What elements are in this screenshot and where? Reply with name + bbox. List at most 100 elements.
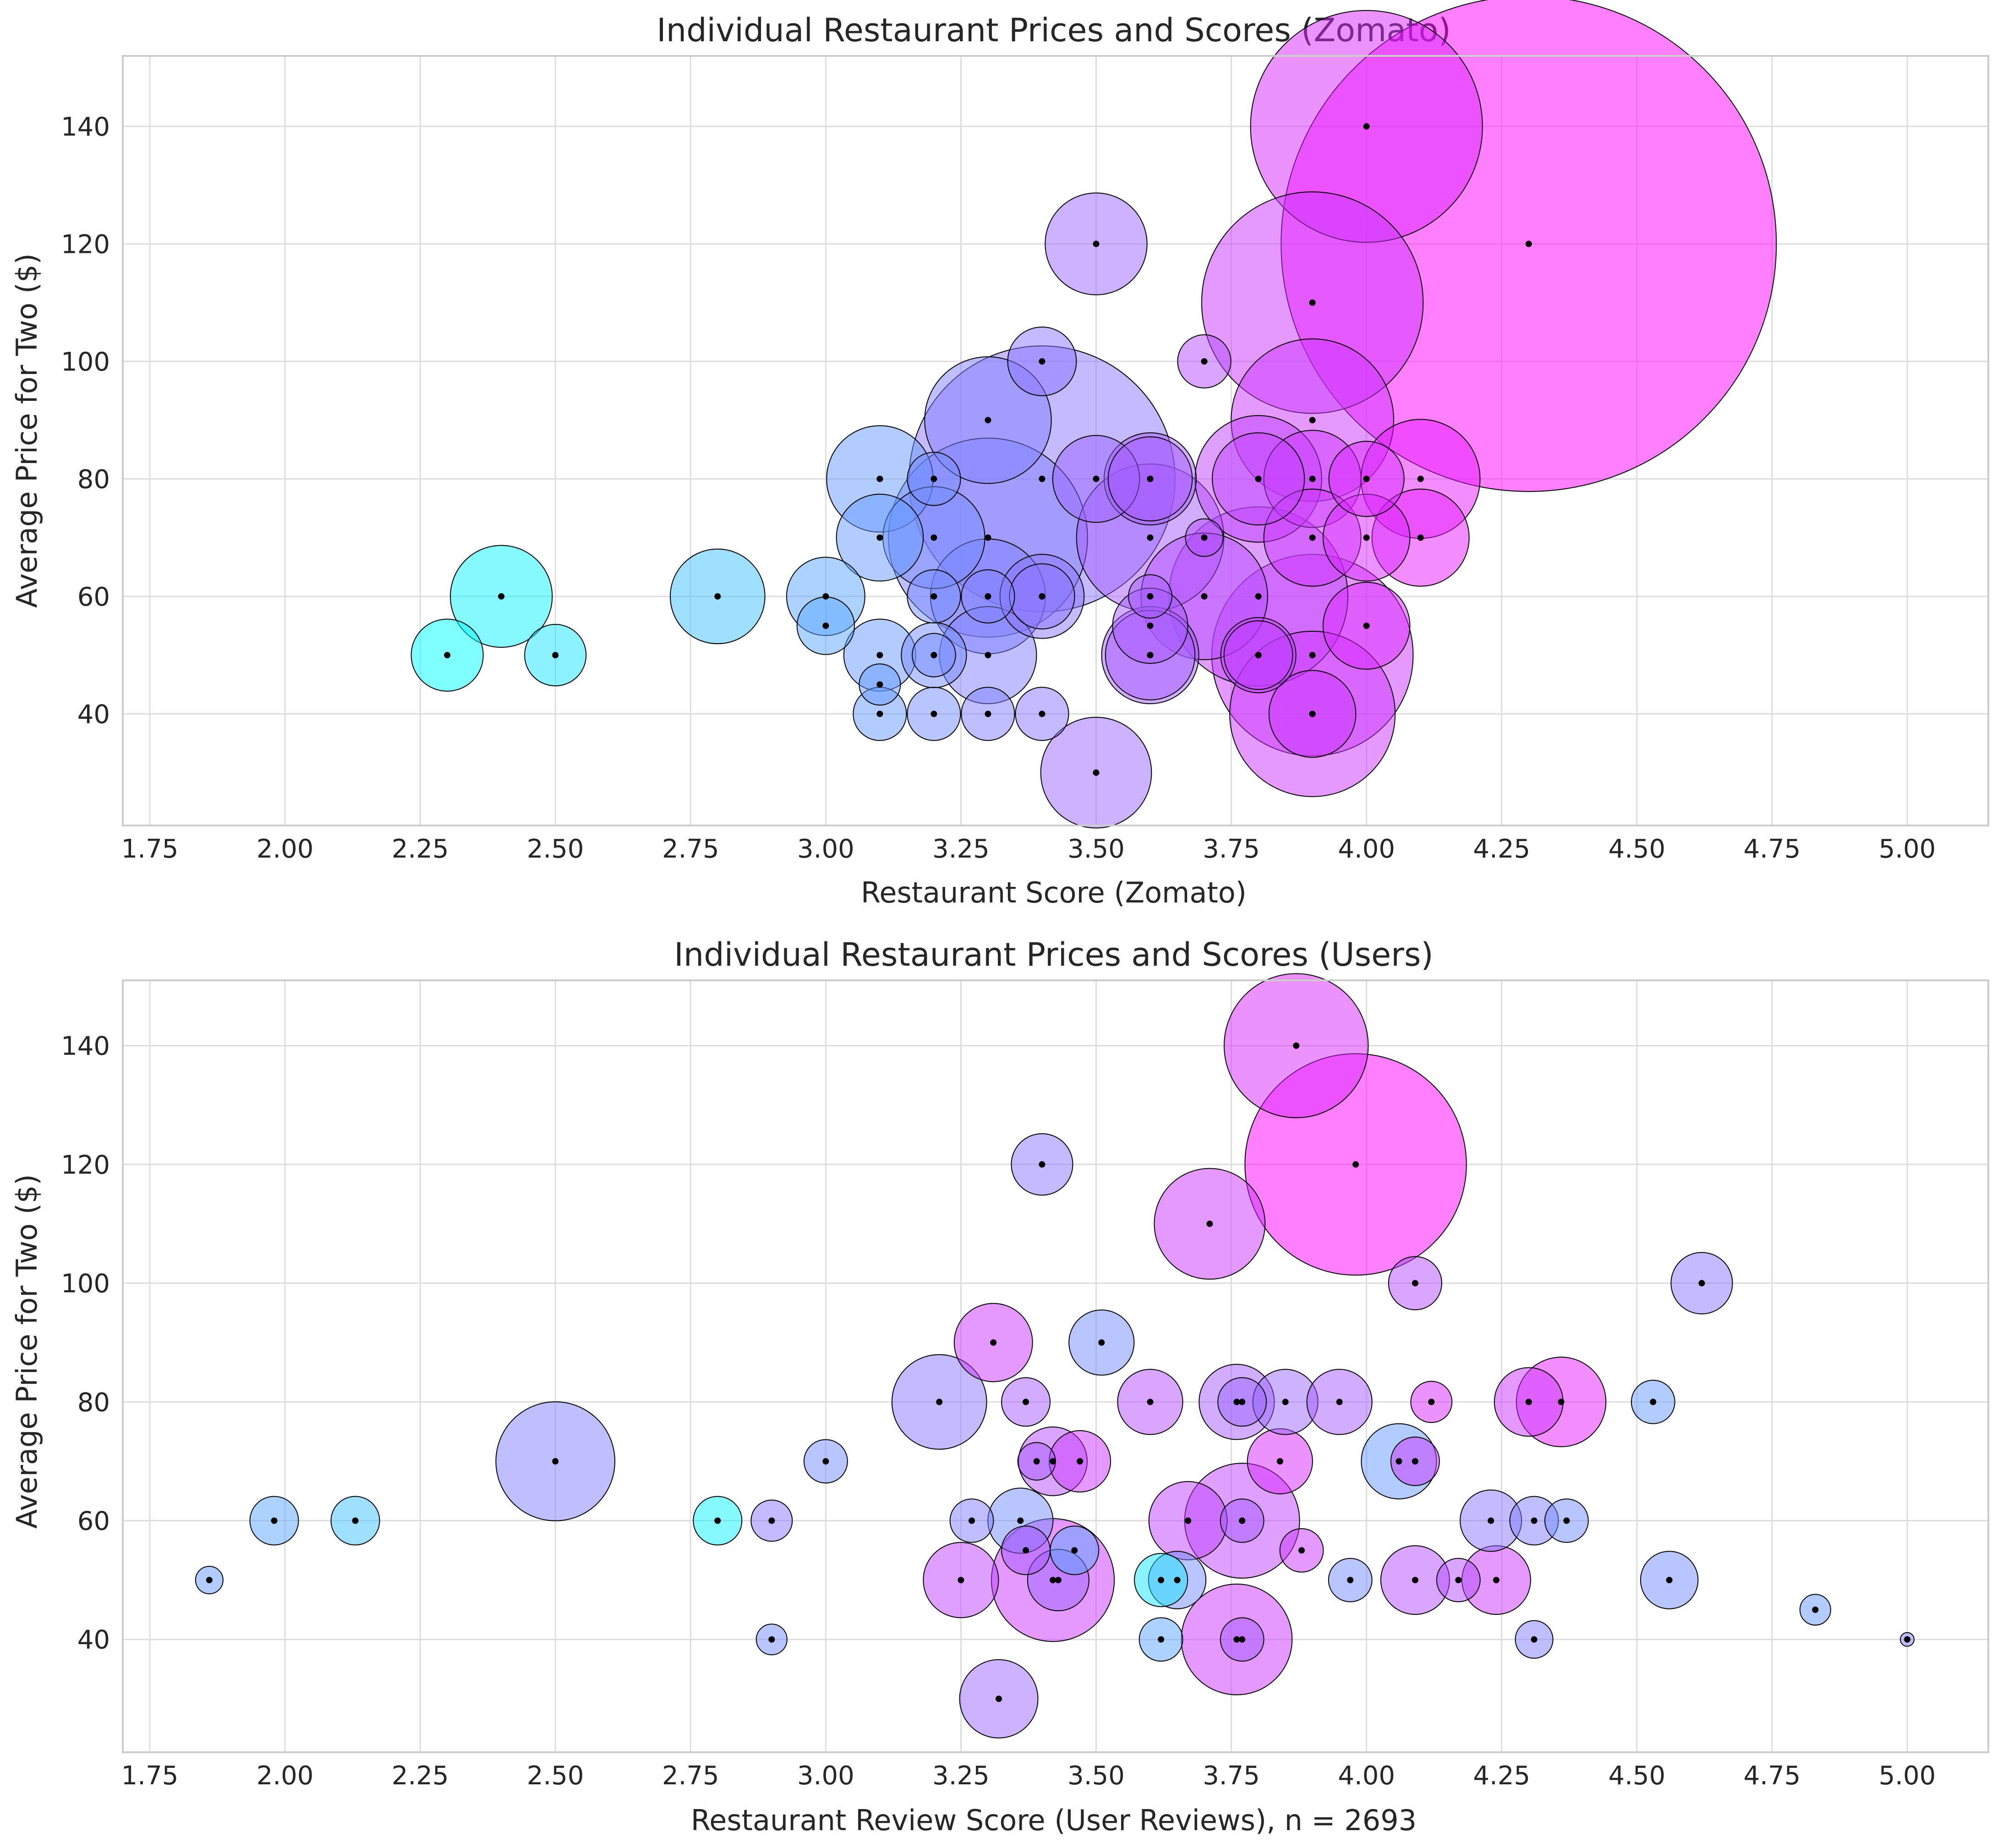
x-tick-label: 2.75 (662, 834, 719, 864)
data-point-center (206, 1577, 213, 1584)
data-point-center (552, 652, 559, 659)
data-point-center (930, 534, 937, 541)
x-tick-label: 3.25 (932, 834, 990, 864)
data-point-center (1309, 417, 1316, 424)
data-point-center (990, 1339, 997, 1346)
data-point-center (1563, 1517, 1570, 1524)
data-point-center (1147, 534, 1154, 541)
data-point-center (1017, 1517, 1024, 1524)
data-point-center (1255, 476, 1262, 482)
plot-frame (122, 979, 1989, 1753)
x-tick-label: 2.25 (392, 1761, 449, 1791)
x-tick-label: 3.00 (797, 834, 854, 864)
data-point-center (1039, 1161, 1045, 1168)
data-point-center (1039, 711, 1045, 717)
data-point-center (969, 1517, 975, 1524)
data-point-center (1233, 1636, 1240, 1643)
y-tick-label: 40 (77, 700, 110, 729)
y-tick-label: 120 (61, 1150, 110, 1180)
y-tick-label: 60 (77, 582, 110, 612)
data-point-center (1347, 1577, 1354, 1584)
data-point-center (930, 652, 937, 659)
data-point-center (1039, 358, 1045, 365)
data-point-center (1093, 241, 1100, 247)
data-point-center (1666, 1577, 1673, 1584)
data-point-center (1525, 241, 1532, 247)
data-point-center (985, 652, 991, 659)
y-axis-label: Average Price for Two ($) (10, 253, 44, 608)
y-tick-label: 100 (61, 347, 110, 377)
x-tick-label: 2.25 (392, 834, 449, 864)
data-point-center (1428, 1399, 1435, 1405)
x-tick-label: 2.00 (257, 834, 314, 864)
x-tick-label: 4.50 (1608, 834, 1665, 864)
data-point-center (1698, 1280, 1705, 1287)
x-tick-label: 1.75 (121, 834, 179, 864)
data-point-center (552, 1458, 559, 1465)
x-tick-label: 5.00 (1879, 834, 1936, 864)
x-tick-label: 3.50 (1067, 1761, 1125, 1791)
data-point-center (1147, 476, 1154, 482)
data-point-center (958, 1577, 964, 1584)
data-point-center (1488, 1517, 1494, 1524)
x-axis-label: Restaurant Review Score (User Reviews), … (691, 1804, 1417, 1837)
data-point-center (1201, 593, 1208, 600)
data-point-center (1363, 534, 1370, 541)
data-point-center (1147, 622, 1154, 629)
data-point-center (1255, 593, 1262, 600)
y-axis-label: Average Price for Two ($) (10, 1174, 44, 1529)
y-tick-label: 140 (61, 1032, 110, 1061)
data-point-center (1276, 1458, 1283, 1465)
data-point-center (1531, 1517, 1538, 1524)
data-point-center (936, 1399, 943, 1405)
data-point-center (1417, 534, 1424, 541)
data-point-center (1412, 1458, 1418, 1465)
data-point-center (1352, 1161, 1359, 1168)
data-point-center (1336, 1399, 1343, 1405)
data-point-center (1309, 711, 1316, 717)
data-point-center (1309, 534, 1316, 541)
data-point-center (1055, 1577, 1062, 1584)
y-tick-label: 60 (77, 1507, 110, 1536)
data-point-center (352, 1517, 359, 1524)
data-point-center (1239, 1399, 1246, 1405)
data-point-center (876, 476, 883, 482)
x-tick-label: 2.50 (527, 1761, 584, 1791)
x-tick-label: 5.00 (1879, 1761, 1936, 1791)
zomato-chart: Individual Restaurant Prices and Scores … (10, 0, 1989, 909)
y-tick-label: 80 (77, 465, 110, 494)
tick-labels: 1.75 2.00 2.25 2.50 2.75 3.00 3.25 3.50 3.75 4.00… (61, 112, 1936, 864)
x-tick-label: 2.75 (662, 1761, 719, 1791)
data-point-center (768, 1636, 775, 1643)
data-point-center (1282, 1399, 1289, 1405)
data-point-center (1493, 1577, 1500, 1584)
data-point-center (1093, 769, 1100, 776)
data-point-center (1363, 622, 1370, 629)
data-point-center (1023, 1547, 1029, 1554)
data-point-center (1023, 1399, 1029, 1405)
data-point-center (1077, 1458, 1084, 1465)
data-point-center (1050, 1458, 1056, 1465)
data-point-center (714, 1517, 721, 1524)
data-point-center (1239, 1636, 1246, 1643)
chart-title: Individual Restaurant Prices and Scores … (674, 936, 1433, 973)
data-point-center (985, 711, 991, 717)
y-tick-label: 40 (77, 1625, 110, 1655)
data-point-center (498, 593, 505, 600)
data-point-center (1363, 123, 1370, 130)
data-point-center (1071, 1547, 1078, 1554)
data-point-center (1363, 476, 1370, 482)
data-point-center (876, 681, 883, 688)
tick-labels: 1.75 2.00 2.25 2.50 2.75 3.00 3.25 3.50 3.75 4.00… (61, 1032, 1936, 1791)
data-point-center (1158, 1636, 1165, 1643)
data-point-center (1239, 1517, 1246, 1524)
data-point-center (1412, 1577, 1418, 1584)
y-tick-label: 120 (61, 230, 110, 259)
x-tick-label: 4.25 (1473, 834, 1530, 864)
data-point-center (1039, 593, 1045, 600)
data-point-center (1185, 1517, 1192, 1524)
data-point-center (822, 1458, 829, 1465)
data-point-center (1298, 1547, 1305, 1554)
data-points (195, 973, 1915, 1739)
data-point-center (1309, 476, 1316, 482)
